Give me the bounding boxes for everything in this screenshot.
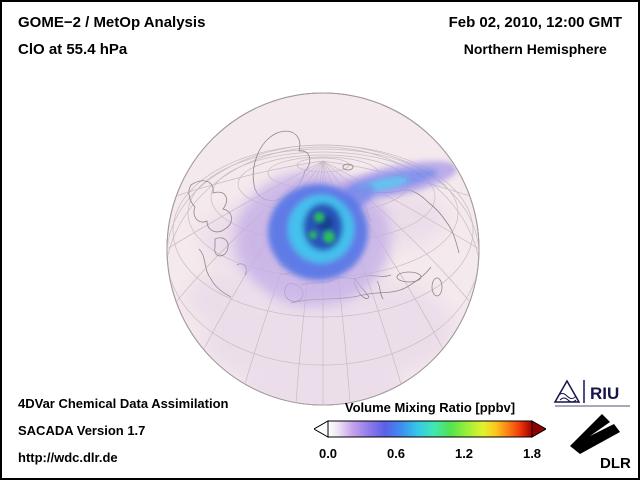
datetime-label: Feb 02, 2010, 12:00 GMT	[448, 14, 622, 31]
analysis-title: GOME−2 / MetOp Analysis	[18, 14, 206, 31]
colorbar-scale	[312, 420, 548, 438]
riu-prism-icon	[553, 379, 581, 403]
colorbar-tick-1: 0.6	[386, 446, 406, 461]
riu-logo-text: RIU	[590, 384, 619, 403]
footer-left: 4DVar Chemical Data Assimilation SACADA …	[18, 396, 229, 477]
clo-plume	[235, 161, 458, 307]
species-level-label: ClO at 55.4 hPa	[18, 41, 128, 58]
colorbar-tick-0: 0.0	[318, 446, 338, 461]
colorbar: Volume Mixing Ratio [ppbv] 0.0 0.6 1.2 1…	[312, 400, 548, 462]
wdc-url: http://wdc.dlr.de	[18, 450, 118, 465]
version-label: SACADA Version 1.7	[18, 423, 146, 438]
dlr-bird-icon	[570, 414, 620, 454]
header-right: Feb 02, 2010, 12:00 GMT Northern Hemisph…	[449, 14, 622, 57]
colorbar-left-arrow	[312, 420, 329, 438]
hemisphere-label: Northern Hemisphere	[463, 41, 607, 57]
colorbar-right-arrow	[531, 420, 548, 438]
dlr-logo: DLR	[570, 414, 631, 472]
assimilation-label: 4DVar Chemical Data Assimilation	[18, 396, 229, 411]
hemisphere-map	[166, 92, 480, 406]
colorbar-tick-2: 1.2	[454, 446, 474, 461]
colorbar-ticks: 0.0 0.6 1.2 1.8	[314, 446, 546, 462]
colorbar-title: Volume Mixing Ratio [ppbv]	[344, 400, 516, 415]
header-left: GOME−2 / MetOp Analysis ClO at 55.4 hPa	[18, 14, 205, 58]
dlr-logo-text: DLR	[600, 455, 631, 472]
riu-logo: RIU	[553, 379, 630, 407]
colorbar-gradient	[327, 420, 533, 438]
globe-limb	[166, 92, 480, 406]
colorbar-tick-3: 1.8	[522, 446, 542, 461]
